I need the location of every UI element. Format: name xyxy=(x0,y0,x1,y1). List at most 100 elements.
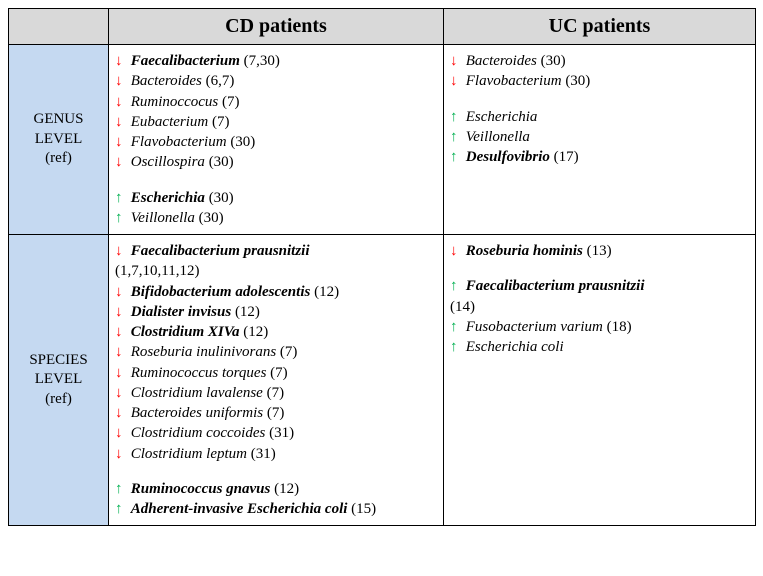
table-row: SPECIES LEVEL (ref) ↓ Faecalibacterium prau… xyxy=(9,235,756,526)
entry-line: ↓ Faecalibacterium (7,30) xyxy=(115,51,437,71)
entry-ref-line: (1,7,10,11,12) xyxy=(115,261,437,281)
entry-line: ↓ Flavobacterium (30) xyxy=(450,71,749,91)
reference: (7) xyxy=(270,365,288,381)
arrow-up-icon: ↑ xyxy=(450,276,462,296)
entry-line: ↑ Ruminococcus gnavus (12) xyxy=(115,479,437,499)
arrow-down-icon: ↓ xyxy=(115,403,127,423)
entry-line: ↓ Eubacterium (7) xyxy=(115,112,437,132)
organism-name: Ruminococcus torques xyxy=(131,365,267,381)
arrow-down-icon: ↓ xyxy=(115,92,127,112)
header-cd: CD patients xyxy=(109,9,444,45)
entry-line: ↓ Dialister invisus (12) xyxy=(115,302,437,322)
arrow-down-icon: ↓ xyxy=(115,302,127,322)
entry-line: ↑ Desulfovibrio (17) xyxy=(450,147,749,167)
arrow-down-icon: ↓ xyxy=(115,51,127,71)
reference: (12) xyxy=(235,304,260,320)
entry-line: ↑ Veillonella xyxy=(450,127,749,147)
entry-line: ↓ Clostridium leptum (31) xyxy=(115,444,437,464)
row-label-line: (ref) xyxy=(45,391,72,407)
organism-name: Clostridium leptum xyxy=(131,446,247,462)
arrow-down-icon: ↓ xyxy=(115,363,127,383)
reference: (30) xyxy=(199,210,224,226)
arrow-up-icon: ↑ xyxy=(450,147,462,167)
organism-name: Bacteroides xyxy=(131,73,202,89)
arrow-up-icon: ↑ xyxy=(450,127,462,147)
organism-name: Faecalibacterium prausnitzii xyxy=(466,278,645,294)
entry-gap xyxy=(115,464,437,479)
entry-gap xyxy=(115,173,437,188)
row-label-line: LEVEL xyxy=(35,371,82,387)
organism-name: Flavobacterium xyxy=(131,134,227,150)
reference: (12) xyxy=(314,284,339,300)
entry-line: ↑ Veillonella (30) xyxy=(115,208,437,228)
cd-cell: ↓ Faecalibacterium (7,30)↓ Bacteroides (… xyxy=(109,45,444,235)
arrow-down-icon: ↓ xyxy=(115,423,127,443)
cd-cell: ↓ Faecalibacterium prausnitzii(1,7,10,11… xyxy=(109,235,444,526)
arrow-up-icon: ↑ xyxy=(115,479,127,499)
entry-line: ↑ Adherent-invasive Escherichia coli (15… xyxy=(115,499,437,519)
reference: (7) xyxy=(212,114,230,130)
arrow-up-icon: ↑ xyxy=(115,188,127,208)
organism-name: Roseburia hominis xyxy=(466,243,583,259)
entry-line: ↓ Clostridium XIVa (12) xyxy=(115,322,437,342)
entry-gap xyxy=(450,261,749,276)
reference: (7) xyxy=(267,405,285,421)
microbiota-table: CD patients UC patients GENUS LEVEL (ref) ↓… xyxy=(8,8,756,526)
reference: (31) xyxy=(251,446,276,462)
reference: (7) xyxy=(280,344,298,360)
reference: (15) xyxy=(351,501,376,517)
organism-name: Escherichia xyxy=(131,190,205,206)
row-label-line: LEVEL xyxy=(35,131,82,147)
arrow-down-icon: ↓ xyxy=(115,383,127,403)
reference: (6,7) xyxy=(206,73,235,89)
reference: (14) xyxy=(450,299,475,315)
organism-name: Bifidobacterium adolescentis xyxy=(131,284,311,300)
arrow-down-icon: ↓ xyxy=(115,282,127,302)
entry-line: ↑ Escherichia coli xyxy=(450,337,749,357)
arrow-down-icon: ↓ xyxy=(115,132,127,152)
arrow-up-icon: ↑ xyxy=(450,317,462,337)
uc-cell: ↓ Bacteroides (30)↓ Flavobacterium (30) ↑… xyxy=(444,45,756,235)
arrow-down-icon: ↓ xyxy=(450,51,462,71)
arrow-down-icon: ↓ xyxy=(450,241,462,261)
entry-line: ↓ Ruminoccocus (7) xyxy=(115,92,437,112)
arrow-up-icon: ↑ xyxy=(450,337,462,357)
organism-name: Faecalibacterium xyxy=(131,53,240,69)
row-label: SPECIES LEVEL (ref) xyxy=(9,235,109,526)
row-label-line: SPECIES xyxy=(29,352,87,368)
entry-gap xyxy=(450,92,749,107)
entry-line: ↓ Bacteroides uniformis (7) xyxy=(115,403,437,423)
entry-line: ↓ Bacteroides (6,7) xyxy=(115,71,437,91)
entry-line: ↑ Escherichia (30) xyxy=(115,188,437,208)
header-corner xyxy=(9,9,109,45)
reference: (17) xyxy=(554,149,579,165)
organism-name: Bacteroides xyxy=(466,53,537,69)
header-row: CD patients UC patients xyxy=(9,9,756,45)
reference: (30) xyxy=(565,73,590,89)
reference: (7) xyxy=(267,385,285,401)
entry-line: ↓ Faecalibacterium prausnitzii xyxy=(115,241,437,261)
organism-name: Clostridium XIVa xyxy=(131,324,240,340)
organism-name: Eubacterium xyxy=(131,114,208,130)
arrow-down-icon: ↓ xyxy=(115,444,127,464)
entry-line: ↓ Roseburia inulinivorans (7) xyxy=(115,342,437,362)
row-label-line: GENUS xyxy=(33,111,83,127)
uc-cell: ↓ Roseburia hominis (13)↑ Faecalibacteri… xyxy=(444,235,756,526)
header-uc: UC patients xyxy=(444,9,756,45)
arrow-down-icon: ↓ xyxy=(115,112,127,132)
entry-line: ↑ Faecalibacterium prausnitzii xyxy=(450,276,749,296)
reference: (12) xyxy=(243,324,268,340)
organism-name: Ruminococcus gnavus xyxy=(131,481,271,497)
row-label-line: (ref) xyxy=(45,150,72,166)
arrow-up-icon: ↑ xyxy=(115,499,127,519)
organism-name: Fusobacterium varium xyxy=(466,319,603,335)
reference: (30) xyxy=(230,134,255,150)
entry-line: ↓ Clostridium coccoides (31) xyxy=(115,423,437,443)
row-label: GENUS LEVEL (ref) xyxy=(9,45,109,235)
arrow-down-icon: ↓ xyxy=(115,152,127,172)
organism-name: Clostridium coccoides xyxy=(131,425,266,441)
entry-line: ↓ Bifidobacterium adolescentis (12) xyxy=(115,282,437,302)
arrow-up-icon: ↑ xyxy=(450,107,462,127)
reference: (7,30) xyxy=(244,53,280,69)
entry-line: ↑ Escherichia xyxy=(450,107,749,127)
